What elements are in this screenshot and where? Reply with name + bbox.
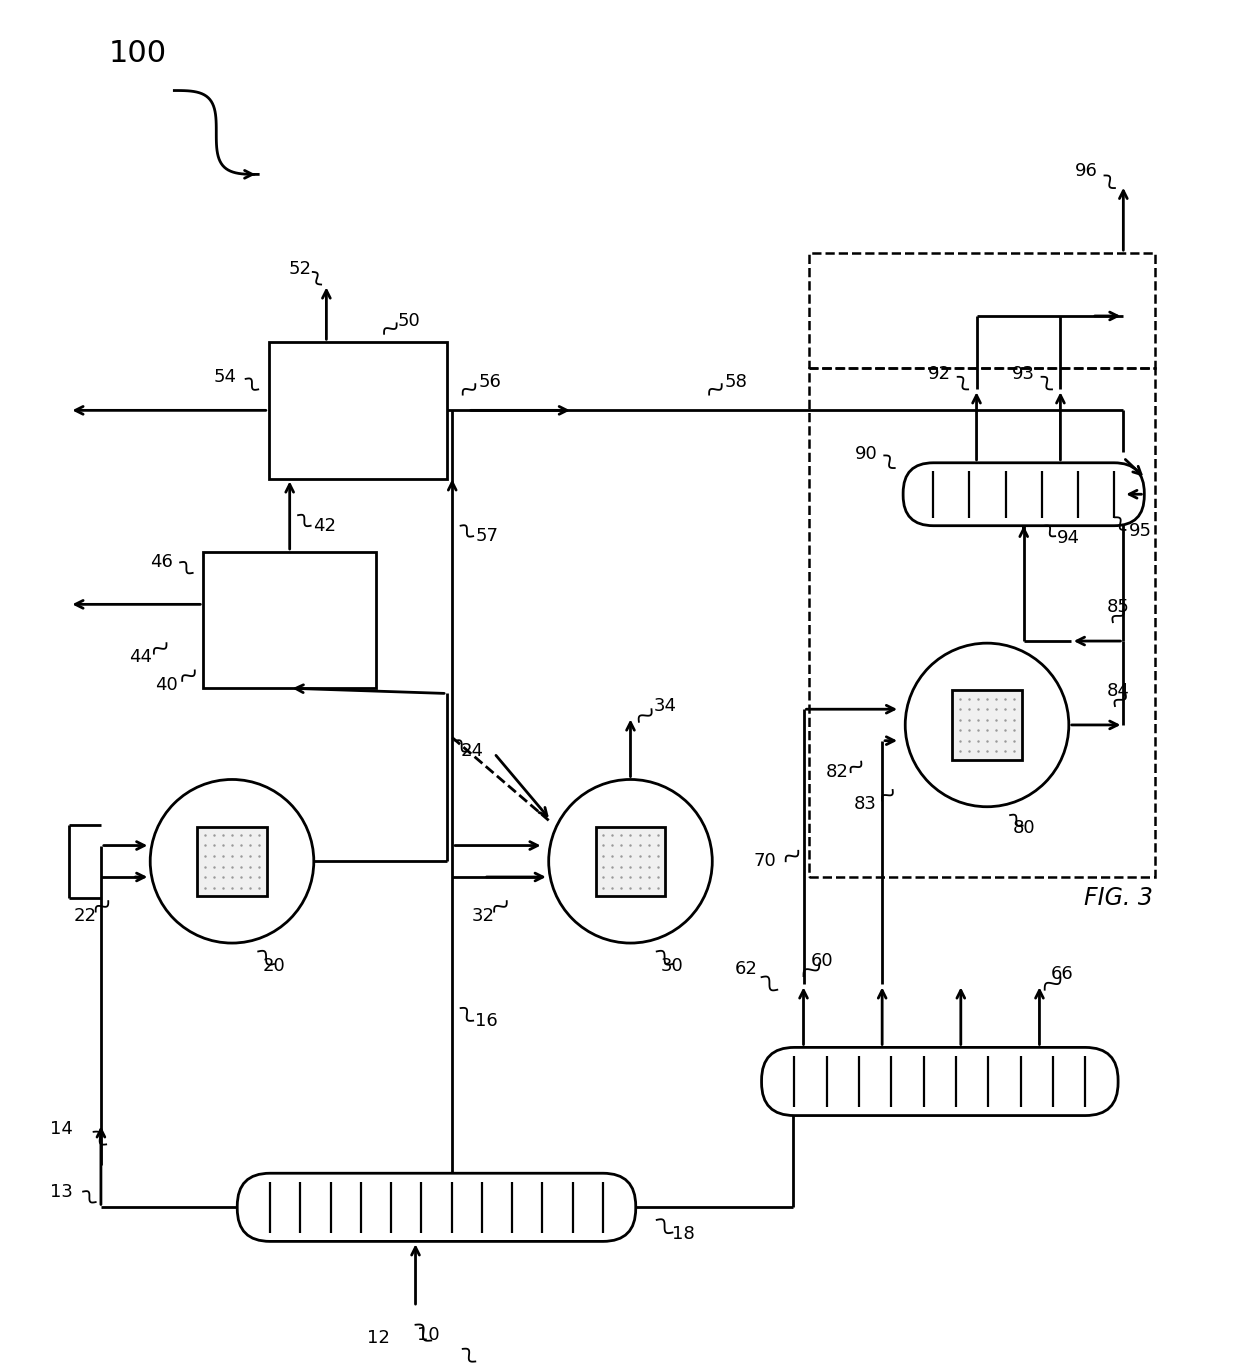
- Text: 84: 84: [1106, 683, 1130, 701]
- Text: 32: 32: [472, 907, 495, 925]
- Bar: [203, 552, 376, 688]
- Text: 46: 46: [150, 553, 172, 571]
- Text: 94: 94: [1058, 529, 1080, 548]
- Text: 34: 34: [653, 697, 677, 714]
- Circle shape: [905, 643, 1069, 807]
- Text: 62: 62: [734, 960, 758, 978]
- FancyBboxPatch shape: [761, 1048, 1118, 1116]
- Text: 52: 52: [289, 260, 311, 277]
- Bar: [197, 826, 267, 896]
- Bar: [808, 369, 1154, 877]
- Text: 30: 30: [661, 958, 683, 975]
- FancyBboxPatch shape: [903, 463, 1145, 526]
- FancyBboxPatch shape: [237, 1173, 636, 1242]
- Text: 58: 58: [725, 373, 748, 391]
- Bar: [269, 343, 446, 478]
- Text: 100: 100: [109, 40, 166, 68]
- Text: FIG. 3: FIG. 3: [1084, 887, 1152, 910]
- Text: 96: 96: [1075, 163, 1099, 180]
- Text: 22: 22: [73, 907, 97, 925]
- Text: 92: 92: [929, 365, 951, 382]
- Text: 13: 13: [50, 1183, 72, 1201]
- Circle shape: [548, 780, 712, 943]
- Text: 40: 40: [155, 676, 177, 694]
- Text: 42: 42: [312, 516, 336, 534]
- Circle shape: [150, 780, 314, 943]
- Text: 95: 95: [1128, 522, 1152, 540]
- Text: 85: 85: [1106, 598, 1130, 616]
- Text: 82: 82: [826, 764, 848, 781]
- Bar: [595, 826, 665, 896]
- Text: 12: 12: [367, 1329, 391, 1347]
- Text: 70: 70: [754, 852, 776, 870]
- Text: 24: 24: [460, 742, 484, 759]
- Text: 57: 57: [475, 527, 498, 545]
- Text: 80: 80: [1012, 818, 1035, 837]
- Text: 60: 60: [811, 952, 833, 970]
- Text: 54: 54: [213, 367, 236, 385]
- Text: 90: 90: [856, 445, 878, 463]
- Text: 14: 14: [50, 1120, 72, 1138]
- Text: 16: 16: [475, 1012, 498, 1030]
- Text: 66: 66: [1052, 964, 1074, 984]
- Text: 18: 18: [672, 1224, 694, 1243]
- Text: 83: 83: [854, 795, 877, 813]
- Bar: [808, 253, 1154, 369]
- Text: 44: 44: [129, 647, 151, 665]
- Text: 50: 50: [398, 313, 420, 331]
- Text: 93: 93: [1012, 365, 1035, 382]
- Bar: [952, 690, 1022, 759]
- Text: 10: 10: [417, 1326, 439, 1344]
- Text: 20: 20: [263, 958, 285, 975]
- Text: 56: 56: [479, 373, 501, 391]
